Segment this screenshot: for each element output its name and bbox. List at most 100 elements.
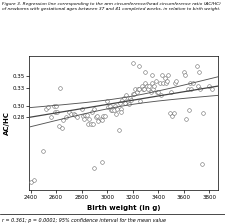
Point <box>70 113 73 116</box>
Point <box>65 116 68 119</box>
Point <box>137 88 141 91</box>
Point <box>167 73 170 76</box>
Point <box>139 99 142 103</box>
Point <box>201 111 205 114</box>
Point <box>186 88 189 91</box>
Point <box>54 104 58 108</box>
Point <box>158 82 161 85</box>
Point <box>122 96 126 100</box>
Point <box>150 82 154 85</box>
Point <box>191 82 194 85</box>
Point <box>100 161 104 164</box>
Point <box>130 98 133 102</box>
Point <box>168 111 171 114</box>
Point <box>184 117 188 120</box>
Point <box>57 124 61 128</box>
Point <box>92 166 96 170</box>
Point <box>190 88 193 91</box>
Point <box>75 116 78 119</box>
Point <box>151 88 155 91</box>
Point <box>109 108 113 112</box>
Point <box>200 162 203 166</box>
Point <box>72 113 76 116</box>
Point <box>85 113 88 117</box>
Point <box>91 123 95 126</box>
Point <box>137 64 141 68</box>
Point <box>95 114 99 117</box>
Point <box>67 110 71 113</box>
Point <box>99 117 103 120</box>
Point <box>88 117 91 120</box>
Point <box>117 128 120 132</box>
Point <box>61 118 65 122</box>
Point <box>187 108 191 112</box>
Point <box>33 179 36 182</box>
Point <box>195 64 198 68</box>
Point <box>119 107 122 110</box>
Point <box>47 105 50 109</box>
Point <box>156 90 160 94</box>
Point <box>81 114 85 117</box>
Point <box>52 104 55 108</box>
Point <box>124 93 128 97</box>
Point <box>150 73 154 76</box>
Point <box>100 118 104 122</box>
Point <box>112 108 115 112</box>
Text: Figure 3. Regression line corresponding to the arm circumference/head circumfere: Figure 3. Regression line corresponding … <box>2 2 221 11</box>
Point <box>126 99 129 103</box>
Point <box>128 96 132 100</box>
Text: r = 0.361; p = 0.0001; 95% confidence interval for the mean value: r = 0.361; p = 0.0001; 95% confidence in… <box>2 218 166 223</box>
Point <box>173 82 177 85</box>
Point <box>132 92 136 96</box>
Point <box>183 73 187 76</box>
Point <box>196 85 200 88</box>
Point <box>89 123 92 126</box>
Point <box>94 116 97 119</box>
Point <box>149 90 152 94</box>
Point <box>133 88 137 91</box>
Point <box>49 116 53 119</box>
Point <box>84 113 87 117</box>
Point <box>103 114 106 117</box>
Point <box>163 76 166 80</box>
Point <box>199 88 202 91</box>
Point <box>119 110 123 113</box>
Point <box>108 104 112 108</box>
Point <box>56 110 59 113</box>
Point <box>144 82 147 85</box>
Point <box>207 85 211 88</box>
Point <box>135 90 138 94</box>
Point <box>114 113 118 116</box>
X-axis label: Birth weight (in g): Birth weight (in g) <box>87 205 160 211</box>
Point <box>107 105 110 109</box>
Point <box>136 88 140 91</box>
Point <box>110 108 114 112</box>
Point <box>90 110 94 113</box>
Point <box>210 88 214 91</box>
Y-axis label: AC/HC: AC/HC <box>4 111 10 135</box>
Point <box>73 113 77 117</box>
Point <box>182 70 186 73</box>
Point <box>148 85 151 88</box>
Point <box>131 61 135 65</box>
Point <box>172 111 175 114</box>
Point <box>155 90 159 94</box>
Point <box>174 79 178 82</box>
Point <box>80 107 83 110</box>
Point <box>86 123 90 126</box>
Point <box>146 88 150 91</box>
Point <box>144 70 147 73</box>
Point <box>154 79 157 82</box>
Point <box>153 85 156 88</box>
Point <box>165 79 169 82</box>
Point <box>171 114 174 117</box>
Point <box>92 107 96 110</box>
Point <box>169 90 173 94</box>
Point <box>121 98 124 102</box>
Point <box>162 82 165 85</box>
Point <box>116 107 119 110</box>
Point <box>105 99 109 103</box>
Point <box>82 117 86 120</box>
Point <box>29 180 32 183</box>
Point <box>141 88 145 91</box>
